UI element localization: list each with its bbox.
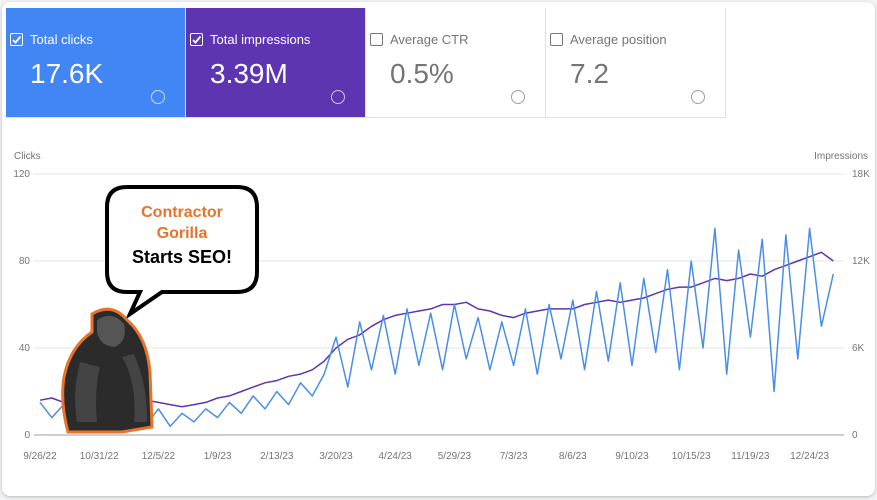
- metric-value: 3.39M: [210, 58, 288, 89]
- x-tick-label: 3/20/23: [319, 451, 353, 462]
- x-tick-label: 5/29/23: [438, 451, 472, 462]
- metric-label: Average CTR: [370, 32, 469, 47]
- x-tick-label: 4/24/23: [379, 451, 413, 462]
- x-tick-label: 11/19/23: [731, 451, 770, 462]
- metric-label: Total impressions: [190, 32, 310, 47]
- checkbox[interactable]: [190, 33, 203, 46]
- x-tick-label: 8/6/23: [559, 451, 587, 462]
- y-tick-label: 0: [24, 430, 30, 441]
- help-icon[interactable]: [691, 90, 705, 104]
- metric-card[interactable]: Average position 7.2: [546, 8, 726, 118]
- x-tick-label: 2/13/23: [260, 451, 294, 462]
- checkbox[interactable]: [370, 33, 383, 46]
- x-tick-label: 9/10/23: [615, 451, 649, 462]
- y-axis-title: Clicks: [14, 151, 41, 162]
- x-tick-label: 12/24/23: [790, 451, 829, 462]
- metric-value: 7.2: [570, 58, 609, 89]
- x-tick-label: 7/3/23: [500, 451, 528, 462]
- y2-tick-label: 18K: [852, 169, 870, 180]
- metric-label: Average position: [550, 32, 667, 47]
- y2-tick-label: 6K: [852, 343, 865, 354]
- x-tick-label: 9/26/22: [23, 451, 57, 462]
- metric-label: Total clicks: [10, 32, 93, 47]
- x-tick-label: 1/9/23: [204, 451, 232, 462]
- help-icon[interactable]: [331, 90, 345, 104]
- y-tick-label: 120: [13, 169, 30, 180]
- metric-card[interactable]: Total clicks 17.6K: [6, 8, 186, 118]
- series-line: [39, 227, 835, 428]
- help-icon[interactable]: [151, 90, 165, 104]
- x-tick-label: 10/15/23: [672, 451, 711, 462]
- metric-value: 0.5%: [390, 58, 454, 89]
- checkbox[interactable]: [550, 33, 563, 46]
- x-tick-label: 12/5/22: [142, 451, 176, 462]
- series-line: [39, 251, 834, 408]
- x-tick-label: 10/31/22: [80, 451, 119, 462]
- metric-card[interactable]: Average CTR 0.5%: [366, 8, 546, 118]
- y-tick-label: 40: [19, 343, 31, 354]
- help-icon[interactable]: [511, 90, 525, 104]
- y2-axis-title: Impressions: [814, 151, 868, 162]
- y2-tick-label: 0: [852, 430, 858, 441]
- checkbox[interactable]: [10, 33, 23, 46]
- y-tick-label: 80: [19, 256, 31, 267]
- y2-tick-label: 12K: [852, 256, 870, 267]
- metric-value: 17.6K: [30, 58, 104, 89]
- metric-card[interactable]: Total impressions 3.39M: [186, 8, 366, 118]
